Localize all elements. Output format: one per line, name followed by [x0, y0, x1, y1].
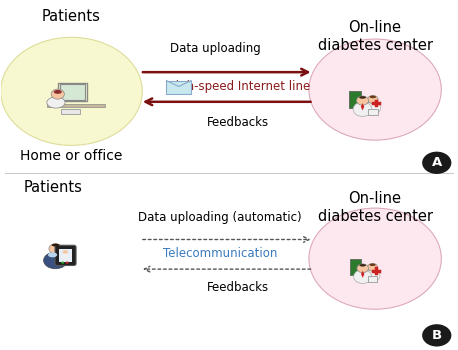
- Ellipse shape: [365, 102, 381, 114]
- Ellipse shape: [370, 264, 376, 266]
- FancyBboxPatch shape: [61, 110, 80, 114]
- FancyBboxPatch shape: [368, 276, 377, 282]
- Circle shape: [65, 261, 69, 264]
- Circle shape: [357, 96, 369, 105]
- Text: On-line
diabetes center: On-line diabetes center: [317, 20, 433, 54]
- FancyBboxPatch shape: [349, 91, 361, 108]
- Polygon shape: [361, 271, 365, 278]
- Circle shape: [49, 244, 62, 254]
- Circle shape: [63, 250, 68, 254]
- Text: B: B: [432, 329, 442, 342]
- Ellipse shape: [360, 264, 366, 267]
- Text: Patients: Patients: [24, 180, 82, 195]
- Text: Feedbacks: Feedbacks: [207, 281, 269, 294]
- FancyBboxPatch shape: [166, 80, 191, 94]
- FancyBboxPatch shape: [55, 245, 76, 266]
- FancyBboxPatch shape: [368, 109, 378, 115]
- Text: Feedbacks: Feedbacks: [207, 116, 269, 129]
- Ellipse shape: [354, 270, 372, 284]
- Text: Data uploading: Data uploading: [170, 42, 261, 55]
- Circle shape: [61, 261, 64, 264]
- FancyBboxPatch shape: [60, 84, 85, 100]
- Text: A: A: [431, 156, 442, 169]
- Polygon shape: [361, 103, 364, 111]
- Ellipse shape: [353, 102, 372, 117]
- FancyBboxPatch shape: [349, 259, 361, 275]
- Text: On-line
diabetes center: On-line diabetes center: [317, 191, 433, 224]
- Text: Data uploading (automatic): Data uploading (automatic): [138, 211, 302, 224]
- Circle shape: [309, 39, 442, 140]
- Circle shape: [422, 324, 452, 346]
- FancyBboxPatch shape: [47, 104, 105, 107]
- Circle shape: [51, 89, 64, 99]
- Circle shape: [367, 264, 378, 271]
- Circle shape: [422, 152, 452, 174]
- Ellipse shape: [370, 96, 376, 98]
- Ellipse shape: [54, 90, 62, 94]
- Ellipse shape: [47, 97, 65, 108]
- Ellipse shape: [44, 252, 67, 269]
- Text: Patients: Patients: [42, 9, 101, 24]
- Text: High-speed Internet line: High-speed Internet line: [167, 79, 310, 93]
- Ellipse shape: [365, 269, 380, 282]
- Circle shape: [1, 37, 142, 145]
- Ellipse shape: [62, 253, 69, 259]
- Text: Telecommunication: Telecommunication: [163, 247, 277, 260]
- Ellipse shape: [359, 96, 366, 99]
- Ellipse shape: [48, 252, 57, 257]
- Circle shape: [357, 264, 368, 273]
- Circle shape: [367, 96, 378, 104]
- Circle shape: [309, 208, 442, 309]
- Ellipse shape: [52, 244, 60, 246]
- Text: Home or office: Home or office: [20, 149, 123, 163]
- FancyBboxPatch shape: [59, 249, 72, 262]
